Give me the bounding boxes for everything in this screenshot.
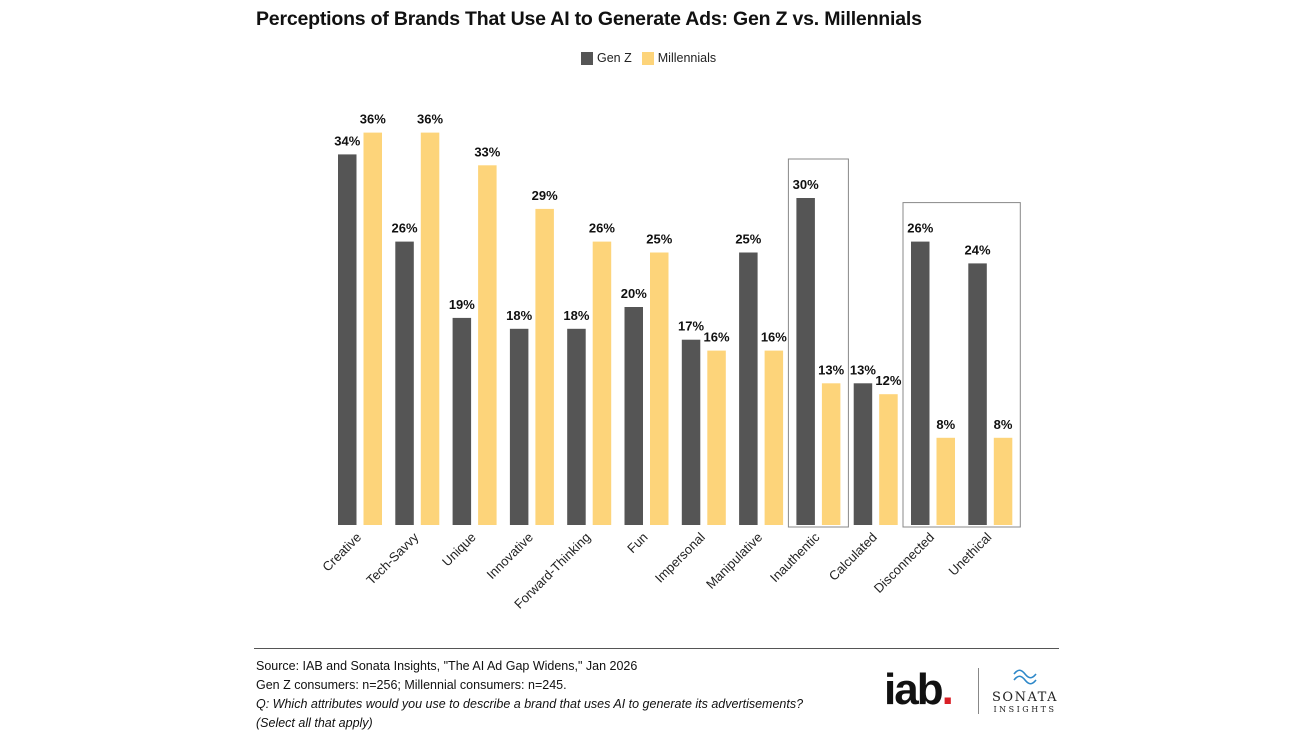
legend-item-gen-z: Gen Z [581, 51, 632, 65]
highlight-box-2 [902, 202, 1021, 528]
footer-divider [254, 648, 1059, 649]
data-label-millennials-inauthentic: 13% [818, 362, 844, 377]
data-label-gen-z-creative: 34% [334, 133, 360, 148]
bar-millennials-impersonal [707, 350, 726, 525]
tick-label-creative: Creative [319, 530, 364, 575]
data-label-gen-z-disconnected: 26% [907, 221, 933, 236]
data-label-gen-z-calculated: 13% [850, 362, 876, 377]
bar-gen-z-disconnected [911, 241, 930, 525]
question-note: Q: Which attributes would you use to des… [256, 697, 804, 711]
data-label-millennials-innovative: 29% [532, 188, 558, 203]
bar-millennials-manipulative [764, 350, 784, 525]
legend-label-gen-z: Gen Z [597, 51, 632, 65]
data-label-millennials-disconnected: 8% [936, 417, 955, 432]
sonata-wave-icon [985, 668, 1065, 690]
data-label-gen-z-manipulative: 25% [735, 232, 761, 247]
bar-gen-z-impersonal [681, 339, 701, 525]
bar-millennials-inauthentic [821, 383, 841, 525]
sonata-name: SONATA [992, 690, 1058, 705]
bar-gen-z-creative [338, 154, 357, 525]
data-label-millennials-impersonal: 16% [704, 330, 730, 345]
bar-gen-z-tech-savvy [395, 241, 414, 525]
bar-millennials-disconnected [936, 437, 955, 525]
bar-gen-z-innovative [509, 328, 529, 525]
bar-millennials-fun [650, 252, 669, 525]
data-label-millennials-manipulative: 16% [761, 330, 787, 345]
data-label-millennials-creative: 36% [360, 112, 386, 127]
data-label-millennials-calculated: 12% [875, 373, 901, 388]
data-label-gen-z-impersonal: 17% [678, 319, 704, 334]
data-label-gen-z-inauthentic: 30% [793, 177, 819, 192]
source-note: Source: IAB and Sonata Insights, "The AI… [256, 659, 638, 673]
iab-logo-text: iab [884, 665, 944, 714]
legend-swatch-gen-z [581, 51, 593, 65]
iab-logo: iab. [884, 664, 954, 716]
bar-millennials-creative [363, 132, 382, 525]
bar-millennials-innovative [535, 208, 554, 525]
bar-millennials-unique [478, 165, 497, 526]
data-label-millennials-fun: 25% [646, 232, 672, 247]
legend-swatch-millennials [641, 51, 654, 65]
bar-gen-z-fun [624, 307, 643, 525]
bar-millennials-unethical [993, 437, 1013, 525]
bar-millennials-tech-savvy [420, 132, 440, 525]
bar-gen-z-manipulative [739, 252, 758, 525]
chart-title: Perceptions of Brands That Use AI to Gen… [256, 8, 922, 30]
tick-label-calculated: Calculated [826, 530, 880, 584]
sonata-insights-logo: SONATA INSIGHTS [985, 668, 1065, 715]
tick-label-inauthentic: Inauthentic [767, 529, 823, 585]
data-label-millennials-tech-savvy: 36% [417, 112, 443, 127]
bar-millennials-forward-thinking [592, 241, 612, 525]
data-label-millennials-forward-thinking: 26% [589, 221, 615, 236]
data-label-gen-z-tech-savvy: 26% [392, 221, 418, 236]
tick-label-unethical: Unethical [945, 529, 994, 578]
bar-gen-z-calculated [853, 383, 873, 525]
sample-note: Gen Z consumers: n=256; Millennial consu… [256, 678, 567, 692]
sonata-sub: INSIGHTS [993, 705, 1057, 714]
data-label-gen-z-forward-thinking: 18% [563, 308, 589, 323]
sonata-wave-svg [1013, 669, 1037, 685]
bar-gen-z-unique [452, 317, 472, 525]
tick-label-unique: Unique [439, 530, 479, 570]
legend-label-millennials: Millennials [657, 51, 717, 65]
tick-label-tech-savvy: Tech-Savvy [363, 529, 421, 587]
bar-gen-z-inauthentic [796, 198, 815, 525]
tick-label-innovative: Innovative [484, 530, 537, 583]
chart-legend: Gen Z Millennials [581, 51, 726, 65]
data-label-gen-z-unethical: 24% [965, 242, 991, 257]
bar-chart: 34%36%Creative26%36%Tech-Savvy19%33%Uniq… [319, 112, 1021, 612]
data-label-gen-z-innovative: 18% [506, 308, 532, 323]
data-label-millennials-unique: 33% [474, 144, 500, 159]
footer-notes: Source: IAB and Sonata Insights, "The AI… [256, 657, 803, 733]
bar-gen-z-unethical [968, 263, 987, 525]
bar-gen-z-forward-thinking [567, 328, 586, 525]
tick-label-impersonal: Impersonal [652, 529, 708, 585]
bar-millennials-calculated [879, 394, 898, 525]
legend-item-millennials: Millennials [641, 51, 717, 65]
logo-separator [978, 668, 979, 714]
tick-label-disconnected: Disconnected [871, 530, 937, 596]
select-note: (Select all that apply) [256, 716, 373, 730]
highlight-box-1 [787, 158, 849, 528]
tick-label-manipulative: Manipulative [703, 530, 765, 592]
data-label-gen-z-unique: 19% [449, 297, 475, 312]
data-label-gen-z-fun: 20% [621, 286, 647, 301]
data-label-millennials-unethical: 8% [994, 417, 1013, 432]
tick-label-fun: Fun [624, 530, 650, 556]
iab-logo-dot: . [941, 665, 954, 714]
